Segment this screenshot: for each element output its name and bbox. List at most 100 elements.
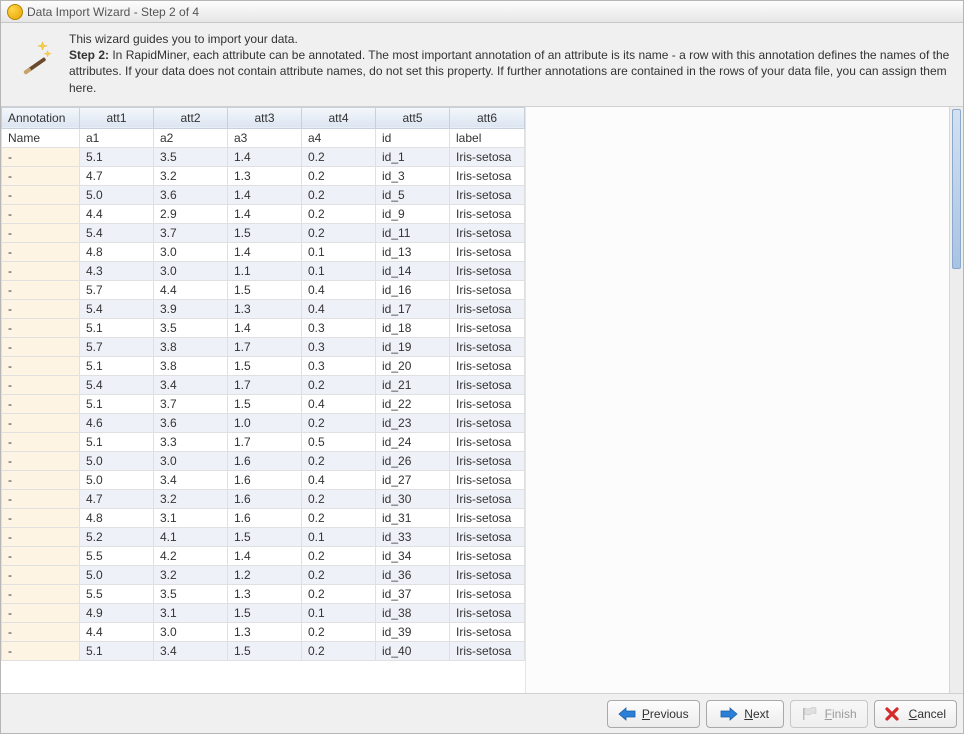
data-cell[interactable]: 4.7	[80, 166, 154, 185]
data-cell[interactable]: 0.1	[302, 261, 376, 280]
table-row[interactable]: -5.73.81.70.3id_19Iris-setosa	[2, 337, 525, 356]
table-row[interactable]: -5.03.61.40.2id_5Iris-setosa	[2, 185, 525, 204]
data-cell[interactable]: Iris-setosa	[450, 603, 525, 622]
data-cell[interactable]: Iris-setosa	[450, 489, 525, 508]
data-cell[interactable]: 4.8	[80, 242, 154, 261]
data-cell[interactable]: 0.3	[302, 337, 376, 356]
data-cell[interactable]: 3.6	[154, 185, 228, 204]
data-cell[interactable]: id_24	[376, 432, 450, 451]
data-cell[interactable]: 3.1	[154, 603, 228, 622]
table-row[interactable]: -5.13.31.70.5id_24Iris-setosa	[2, 432, 525, 451]
data-cell[interactable]: 1.5	[228, 394, 302, 413]
table-row[interactable]: -5.03.21.20.2id_36Iris-setosa	[2, 565, 525, 584]
annotation-cell[interactable]: -	[2, 527, 80, 546]
data-cell[interactable]: 1.2	[228, 565, 302, 584]
data-cell[interactable]: 1.3	[228, 166, 302, 185]
data-cell[interactable]: 5.5	[80, 546, 154, 565]
annotation-cell[interactable]: -	[2, 641, 80, 660]
data-cell[interactable]: 2.9	[154, 204, 228, 223]
data-cell[interactable]: a2	[154, 128, 228, 147]
data-cell[interactable]: 4.7	[80, 489, 154, 508]
data-cell[interactable]: 3.0	[154, 261, 228, 280]
data-cell[interactable]: id_36	[376, 565, 450, 584]
data-cell[interactable]: Iris-setosa	[450, 185, 525, 204]
annotation-cell[interactable]: -	[2, 546, 80, 565]
data-cell[interactable]: Iris-setosa	[450, 413, 525, 432]
col-header-annotation[interactable]: Annotation	[2, 107, 80, 128]
annotation-cell[interactable]: -	[2, 489, 80, 508]
data-cell[interactable]: id_13	[376, 242, 450, 261]
data-cell[interactable]: 5.7	[80, 337, 154, 356]
data-cell[interactable]: id_1	[376, 147, 450, 166]
data-cell[interactable]: 3.8	[154, 337, 228, 356]
data-cell[interactable]: Iris-setosa	[450, 527, 525, 546]
data-cell[interactable]: id_5	[376, 185, 450, 204]
data-cell[interactable]: 0.1	[302, 242, 376, 261]
data-cell[interactable]: 1.7	[228, 375, 302, 394]
data-cell[interactable]: id_39	[376, 622, 450, 641]
data-cell[interactable]: 5.1	[80, 432, 154, 451]
annotation-cell[interactable]: -	[2, 375, 80, 394]
data-cell[interactable]: 0.3	[302, 318, 376, 337]
annotation-cell[interactable]: -	[2, 451, 80, 470]
data-cell[interactable]: id_38	[376, 603, 450, 622]
data-cell[interactable]: Iris-setosa	[450, 375, 525, 394]
data-cell[interactable]: Iris-setosa	[450, 622, 525, 641]
data-cell[interactable]: Iris-setosa	[450, 565, 525, 584]
data-cell[interactable]: 0.1	[302, 527, 376, 546]
table-row[interactable]: -5.13.41.50.2id_40Iris-setosa	[2, 641, 525, 660]
data-cell[interactable]: 1.4	[228, 242, 302, 261]
data-cell[interactable]: 4.1	[154, 527, 228, 546]
data-cell[interactable]: id_22	[376, 394, 450, 413]
data-cell[interactable]: id_16	[376, 280, 450, 299]
annotation-cell[interactable]: -	[2, 432, 80, 451]
data-cell[interactable]: Iris-setosa	[450, 546, 525, 565]
data-cell[interactable]: 1.4	[228, 185, 302, 204]
table-row[interactable]: -4.33.01.10.1id_14Iris-setosa	[2, 261, 525, 280]
data-cell[interactable]: 3.2	[154, 166, 228, 185]
data-cell[interactable]: 0.4	[302, 280, 376, 299]
data-cell[interactable]: 0.2	[302, 375, 376, 394]
data-cell[interactable]: 3.5	[154, 147, 228, 166]
table-row[interactable]: -5.24.11.50.1id_33Iris-setosa	[2, 527, 525, 546]
annotation-cell[interactable]: -	[2, 185, 80, 204]
data-cell[interactable]: a3	[228, 128, 302, 147]
data-cell[interactable]: 1.7	[228, 337, 302, 356]
data-cell[interactable]: 0.2	[302, 166, 376, 185]
data-cell[interactable]: 5.0	[80, 185, 154, 204]
table-row[interactable]: -5.43.41.70.2id_21Iris-setosa	[2, 375, 525, 394]
data-cell[interactable]: 4.6	[80, 413, 154, 432]
table-row[interactable]: -5.53.51.30.2id_37Iris-setosa	[2, 584, 525, 603]
data-cell[interactable]: 1.3	[228, 584, 302, 603]
data-cell[interactable]: 0.2	[302, 584, 376, 603]
data-cell[interactable]: 0.2	[302, 546, 376, 565]
data-cell[interactable]: id_18	[376, 318, 450, 337]
data-cell[interactable]: 5.1	[80, 147, 154, 166]
data-cell[interactable]: 0.4	[302, 394, 376, 413]
data-cell[interactable]: 0.4	[302, 299, 376, 318]
table-row[interactable]: -5.74.41.50.4id_16Iris-setosa	[2, 280, 525, 299]
col-header-att3[interactable]: att3	[228, 107, 302, 128]
annotation-cell[interactable]: -	[2, 204, 80, 223]
col-header-att1[interactable]: att1	[80, 107, 154, 128]
annotation-cell[interactable]: -	[2, 584, 80, 603]
data-cell[interactable]: 1.5	[228, 641, 302, 660]
data-cell[interactable]: 4.4	[80, 204, 154, 223]
data-cell[interactable]: label	[450, 128, 525, 147]
data-cell[interactable]: id_37	[376, 584, 450, 603]
data-cell[interactable]: 1.4	[228, 546, 302, 565]
data-cell[interactable]: Iris-setosa	[450, 204, 525, 223]
data-cell[interactable]: 0.2	[302, 223, 376, 242]
data-cell[interactable]: id_31	[376, 508, 450, 527]
data-cell[interactable]: 3.4	[154, 375, 228, 394]
data-cell[interactable]: 1.6	[228, 489, 302, 508]
data-cell[interactable]: 0.2	[302, 413, 376, 432]
data-cell[interactable]: 3.4	[154, 470, 228, 489]
data-cell[interactable]: 4.8	[80, 508, 154, 527]
data-cell[interactable]: Iris-setosa	[450, 242, 525, 261]
data-cell[interactable]: 4.9	[80, 603, 154, 622]
data-cell[interactable]: 0.4	[302, 470, 376, 489]
annotation-cell[interactable]: -	[2, 565, 80, 584]
table-row[interactable]: Namea1a2a3a4idlabel	[2, 128, 525, 147]
data-cell[interactable]: 1.0	[228, 413, 302, 432]
